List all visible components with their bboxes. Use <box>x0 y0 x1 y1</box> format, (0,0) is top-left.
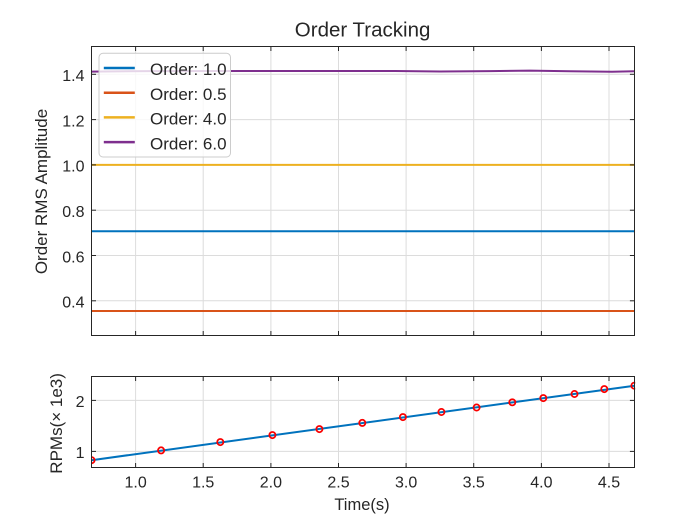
svg-text:4.0: 4.0 <box>530 474 552 491</box>
svg-text:3.5: 3.5 <box>463 474 485 491</box>
svg-text:Order: 6.0: Order: 6.0 <box>150 134 227 153</box>
svg-text:Order: 0.5: Order: 0.5 <box>150 85 227 104</box>
svg-text:2: 2 <box>76 394 85 411</box>
svg-text:3.0: 3.0 <box>395 474 417 491</box>
svg-text:Order Tracking: Order Tracking <box>295 19 431 42</box>
svg-text:1.5: 1.5 <box>192 474 214 491</box>
svg-text:2.0: 2.0 <box>260 474 282 491</box>
svg-text:0.8: 0.8 <box>62 204 84 221</box>
svg-text:1.0: 1.0 <box>124 474 146 491</box>
svg-text:RPMs(× 1e3): RPMs(× 1e3) <box>47 373 66 474</box>
svg-text:1.0: 1.0 <box>62 159 84 176</box>
svg-text:2.5: 2.5 <box>327 474 349 491</box>
svg-text:1.4: 1.4 <box>62 68 84 85</box>
svg-text:Order: 1.0: Order: 1.0 <box>150 60 227 79</box>
svg-text:1.2: 1.2 <box>62 113 84 130</box>
svg-text:0.4: 0.4 <box>62 295 84 312</box>
svg-text:Order RMS Amplitude: Order RMS Amplitude <box>32 109 51 274</box>
svg-text:1: 1 <box>76 445 85 462</box>
svg-text:Time(s): Time(s) <box>334 496 389 514</box>
svg-text:4.5: 4.5 <box>598 474 620 491</box>
svg-text:0.6: 0.6 <box>62 249 84 266</box>
svg-text:Order: 4.0: Order: 4.0 <box>150 110 227 129</box>
